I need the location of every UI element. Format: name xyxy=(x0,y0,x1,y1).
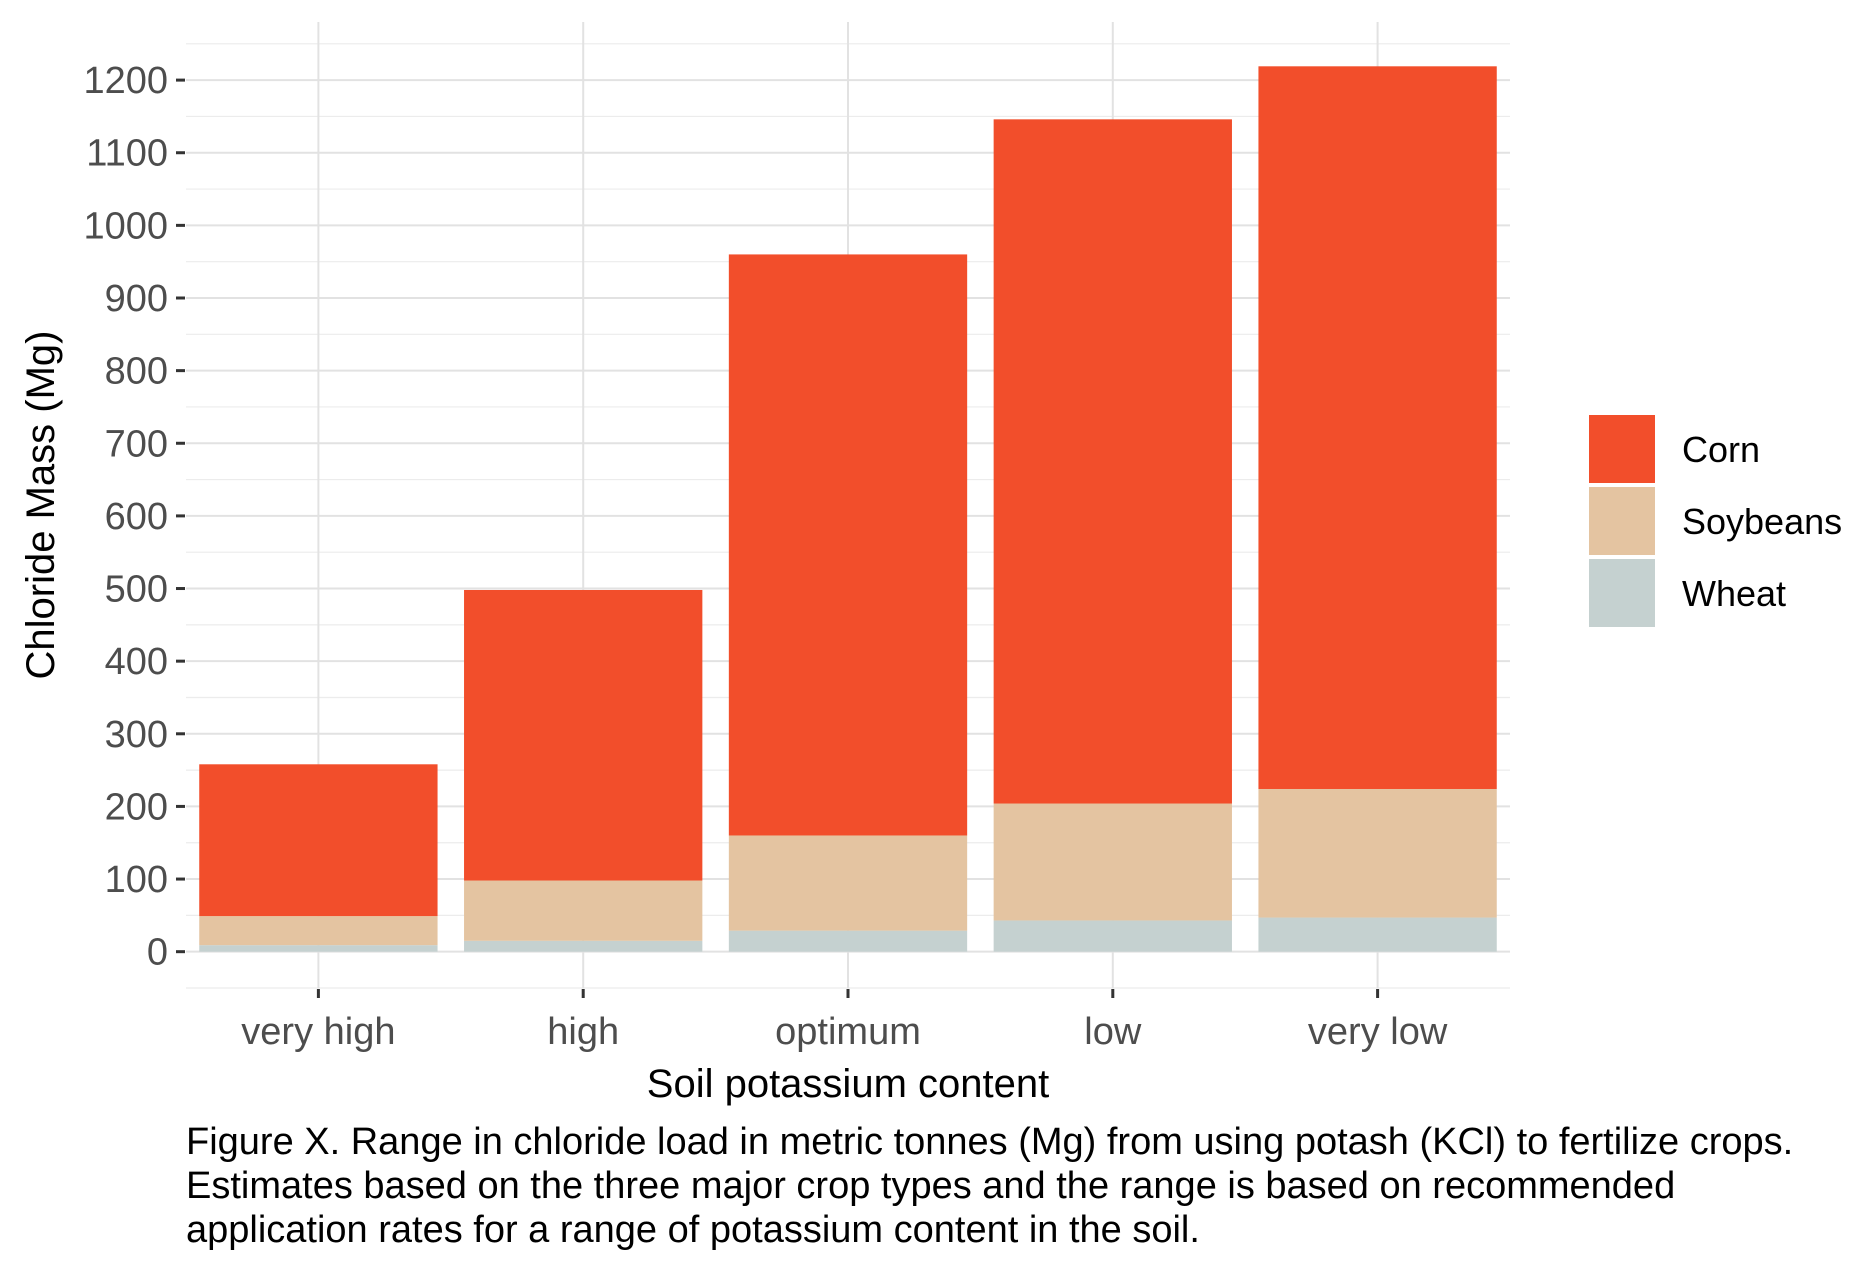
legend-swatch-corn xyxy=(1587,413,1657,485)
y-tick-label: 500 xyxy=(105,569,168,611)
legend-swatch-soybeans xyxy=(1587,485,1657,557)
y-tick-label: 400 xyxy=(105,641,168,683)
y-axis: 0 100 200 300 400 500 600 700 800 900 1000 1100 1200 xyxy=(83,60,185,974)
x-tick-label: very low xyxy=(1308,1011,1448,1053)
bar-wheat-low xyxy=(993,920,1232,952)
legend-swatch-wheat xyxy=(1587,557,1657,629)
x-tick-label: low xyxy=(1084,1011,1142,1053)
bar-corn-high xyxy=(464,589,703,881)
bar-soybeans-very-low xyxy=(1258,788,1497,918)
x-tick-label: very high xyxy=(241,1011,395,1053)
y-tick-label: 0 xyxy=(147,932,168,974)
bars xyxy=(199,66,1497,952)
y-tick-label: 200 xyxy=(105,786,168,828)
bar-wheat-very-high xyxy=(199,945,438,952)
figure-caption: Figure X. Range in chloride load in metr… xyxy=(186,1121,1794,1251)
bar-corn-very-high xyxy=(199,764,438,917)
legend-label-wheat: Wheat xyxy=(1682,573,1786,614)
y-tick-label: 700 xyxy=(105,423,168,465)
bar-soybeans-very-high xyxy=(199,916,438,946)
bar-wheat-very-low xyxy=(1258,917,1497,952)
bar-soybeans-low xyxy=(993,803,1232,921)
legend-label-corn: Corn xyxy=(1682,429,1760,470)
y-tick-label: 1200 xyxy=(83,60,168,102)
legend-label-soybeans: Soybeans xyxy=(1682,501,1842,542)
y-tick-label: 600 xyxy=(105,496,168,538)
bar-soybeans-optimum xyxy=(728,835,968,931)
bar-soybeans-high xyxy=(464,880,703,941)
y-tick-label: 100 xyxy=(105,859,168,901)
bar-wheat-high xyxy=(464,940,703,952)
x-axis: very high high optimum low very low xyxy=(241,989,1448,1053)
bar-corn-optimum xyxy=(728,254,968,836)
y-tick-label: 800 xyxy=(105,351,168,393)
bar-corn-low xyxy=(993,119,1232,804)
bar-wheat-optimum xyxy=(728,930,968,952)
y-axis-title: Chloride Mass (Mg) xyxy=(19,331,63,680)
legend: Corn Soybeans Wheat xyxy=(1587,413,1842,629)
x-tick-label: optimum xyxy=(775,1011,921,1053)
y-tick-label: 1000 xyxy=(83,205,168,247)
y-tick-label: 300 xyxy=(105,714,168,756)
stacked-bar-chart: 0 100 200 300 400 500 600 700 800 900 1000 1100 1200… xyxy=(19,22,1842,1106)
y-tick-label: 1100 xyxy=(86,133,168,175)
x-tick-label: high xyxy=(547,1011,619,1053)
y-tick-label: 900 xyxy=(105,278,168,320)
x-axis-title: Soil potassium content xyxy=(647,1062,1049,1106)
bar-corn-very-low xyxy=(1258,66,1497,789)
